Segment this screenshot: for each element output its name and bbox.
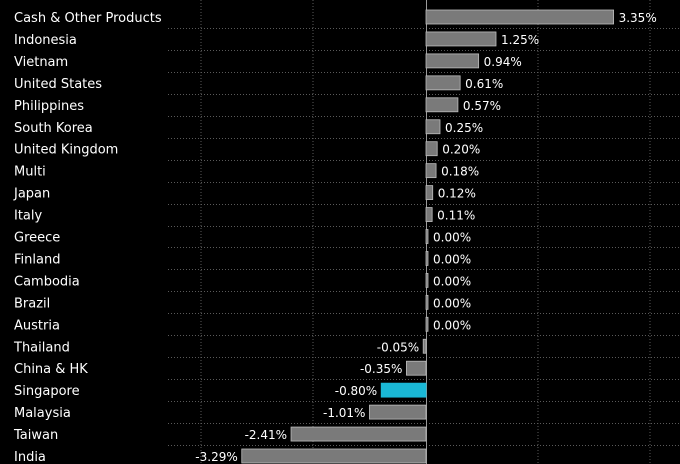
value-label-4: 0.57% bbox=[463, 99, 501, 113]
category-label-18: Malaysia bbox=[14, 406, 71, 421]
bar-0 bbox=[425, 9, 615, 25]
bar-9 bbox=[425, 207, 433, 222]
bar-11 bbox=[425, 251, 429, 266]
grid-lines bbox=[168, 0, 680, 464]
value-label-20: -3.29% bbox=[195, 450, 237, 464]
bars bbox=[241, 9, 615, 464]
category-label-9: Italy bbox=[14, 209, 43, 224]
bar-15 bbox=[422, 338, 427, 354]
bar-14 bbox=[425, 316, 429, 332]
bar-7 bbox=[425, 163, 437, 179]
labels: Cash & Other Products 3.35% Indonesia 1.25%… bbox=[13, 11, 657, 464]
value-label-11: 0.00% bbox=[433, 252, 471, 266]
bar-5 bbox=[425, 119, 441, 135]
value-label-17: -0.80% bbox=[335, 384, 377, 398]
value-label-8: 0.12% bbox=[438, 187, 476, 201]
value-label-6: 0.20% bbox=[442, 143, 480, 157]
value-label-3: 0.61% bbox=[465, 77, 503, 91]
value-label-1: 1.25% bbox=[501, 33, 539, 47]
bar-16 bbox=[405, 360, 427, 376]
category-label-16: China & HK bbox=[14, 362, 88, 377]
category-label-19: Taiwan bbox=[13, 428, 58, 443]
bar-19 bbox=[290, 426, 427, 442]
bar-10 bbox=[425, 229, 429, 244]
value-label-10: 0.00% bbox=[433, 231, 471, 245]
bar-4 bbox=[425, 97, 459, 113]
category-label-14: Austria bbox=[14, 318, 60, 333]
value-label-16: -0.35% bbox=[360, 362, 402, 376]
category-label-13: Brazil bbox=[14, 296, 50, 311]
bar-12 bbox=[425, 272, 429, 288]
value-label-15: -0.05% bbox=[377, 340, 419, 354]
bar-3 bbox=[425, 75, 461, 91]
value-label-5: 0.25% bbox=[445, 121, 483, 135]
bar-20 bbox=[241, 448, 427, 464]
bar-2 bbox=[425, 53, 480, 69]
value-label-13: 0.00% bbox=[433, 296, 471, 310]
value-label-19: -2.41% bbox=[245, 428, 287, 442]
category-label-5: South Korea bbox=[14, 121, 93, 136]
category-label-12: Cambodia bbox=[14, 274, 80, 289]
category-label-1: Indonesia bbox=[14, 33, 77, 48]
bar-13 bbox=[425, 294, 429, 310]
value-label-2: 0.94% bbox=[484, 55, 522, 69]
category-label-8: Japan bbox=[13, 187, 50, 202]
category-label-0: Cash & Other Products bbox=[14, 11, 162, 26]
category-label-17: Singapore bbox=[14, 384, 80, 399]
bar-18 bbox=[369, 404, 427, 420]
category-label-7: Multi bbox=[14, 165, 46, 180]
category-label-15: Thailand bbox=[13, 340, 70, 355]
category-label-2: Vietnam bbox=[14, 55, 68, 70]
category-label-6: United Kingdom bbox=[14, 143, 118, 158]
value-label-18: -1.01% bbox=[323, 406, 365, 420]
value-label-9: 0.11% bbox=[437, 209, 475, 223]
bar-8 bbox=[425, 185, 434, 201]
value-label-14: 0.00% bbox=[433, 318, 471, 332]
value-label-7: 0.18% bbox=[441, 165, 479, 179]
category-label-3: United States bbox=[14, 77, 102, 92]
category-label-10: Greece bbox=[14, 231, 60, 246]
bar-17 bbox=[380, 382, 427, 398]
value-label-12: 0.00% bbox=[433, 274, 471, 288]
value-label-0: 3.35% bbox=[619, 11, 657, 25]
category-label-20: India bbox=[14, 450, 46, 464]
bar-6 bbox=[425, 141, 438, 157]
bar-1 bbox=[425, 31, 497, 47]
category-label-4: Philippines bbox=[14, 99, 84, 114]
category-label-11: Finland bbox=[14, 252, 60, 267]
